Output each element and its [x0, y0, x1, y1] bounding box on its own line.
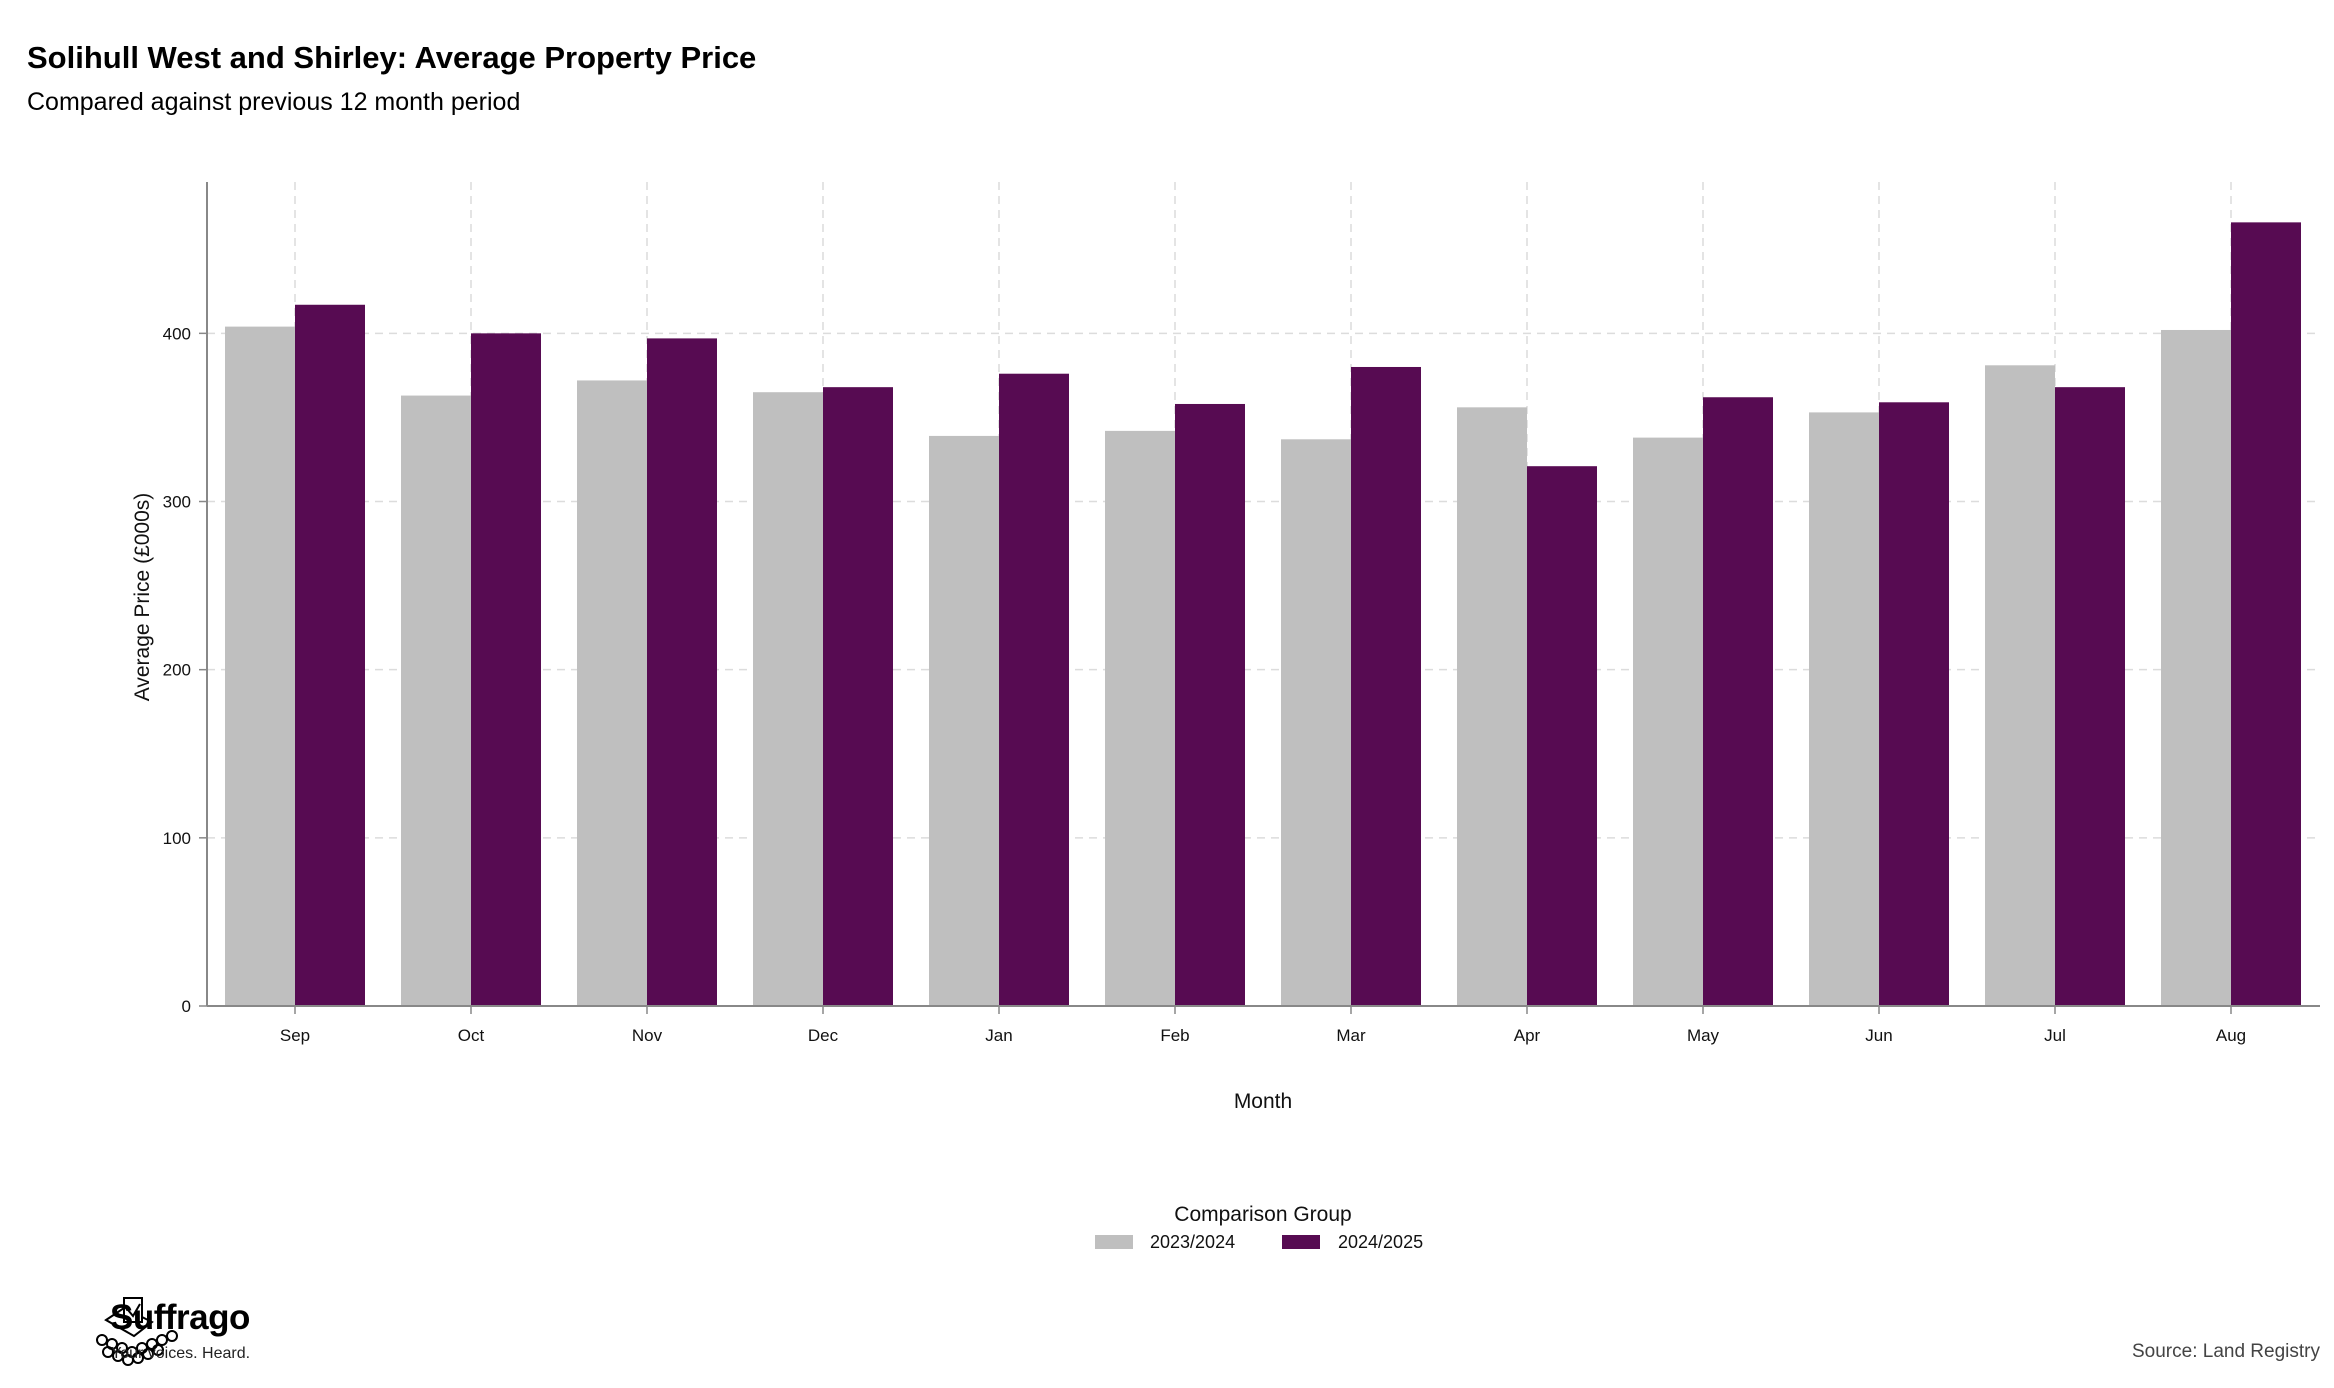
chart-title: Solihull West and Shirley: Average Prope… [27, 40, 757, 75]
x-axis-title: Month [1234, 1090, 1292, 1113]
legend-swatch-2024-2025 [1282, 1235, 1320, 1249]
label-layer: 0 100 200 300 400 Sep Oct Nov Dec Jan Feb Mar Apr May… [163, 324, 2247, 1045]
bar-2023-2024-nov [577, 380, 647, 1007]
bar-2024-2025-dec [823, 387, 893, 1006]
bar-2024-2025-apr [1527, 466, 1597, 1006]
y-tick-label: 200 [163, 661, 191, 680]
y-tick-label: 0 [182, 997, 191, 1016]
bar-2023-2024-mar [1281, 439, 1351, 1006]
bar-2024-2025-nov [647, 338, 717, 1006]
bar-2023-2024-feb [1105, 430, 1175, 1007]
bar-2024-2025-jan [999, 373, 1069, 1006]
y-tick-label: 400 [163, 324, 191, 343]
bar-layer [225, 222, 2301, 1007]
x-tick-label-oct: Oct [458, 1026, 485, 1045]
bar-2023-2024-dec [753, 392, 823, 1006]
bar-2024-2025-jun [1879, 402, 1949, 1006]
legend-title: Comparison Group [1174, 1203, 1351, 1226]
bar-2024-2025-mar [1351, 366, 1421, 1006]
source-note: Source: Land Registry [2132, 1341, 2320, 1362]
bar-2023-2024-oct [401, 395, 471, 1006]
bar-2024-2025-feb [1175, 403, 1245, 1006]
x-tick-label-jul: Jul [2044, 1026, 2066, 1045]
bar-2023-2024-may [1633, 437, 1703, 1006]
suffrago-logo-icon [96, 1297, 178, 1366]
bar-2023-2024-apr [1457, 407, 1527, 1007]
bar-2023-2024-jul [1985, 365, 2055, 1006]
y-tick-label: 100 [163, 829, 191, 848]
brand-tagline: Your voices. Heard. [111, 1345, 251, 1362]
legend-label-2023-2024: 2023/2024 [1150, 1232, 1235, 1252]
legend-swatch-2023-2024 [1095, 1235, 1133, 1249]
bar-2023-2024-sep [225, 326, 295, 1006]
bar-2024-2025-jul [2055, 387, 2125, 1006]
brand-name: Suffrago [110, 1298, 250, 1337]
x-tick-label-aug: Aug [2216, 1026, 2246, 1045]
chart-subtitle: Compared against previous 12 month perio… [27, 88, 521, 116]
x-tick-label-jan: Jan [985, 1026, 1012, 1045]
legend-label-2024-2025: 2024/2025 [1338, 1232, 1423, 1252]
x-tick-label-dec: Dec [808, 1026, 839, 1045]
y-tick-label: 300 [163, 493, 191, 512]
x-tick-label-nov: Nov [632, 1026, 663, 1045]
bar-2023-2024-jun [1809, 412, 1879, 1006]
x-tick-label-may: May [1687, 1026, 1720, 1045]
y-axis-title: Average Price (£000s) [131, 493, 154, 702]
axis-layer [199, 182, 2320, 1014]
bar-2024-2025-may [1703, 397, 1773, 1006]
bar-2023-2024-aug [2161, 329, 2231, 1007]
x-tick-label-sep: Sep [280, 1026, 310, 1045]
x-tick-label-jun: Jun [1865, 1026, 1892, 1045]
x-tick-label-feb: Feb [1160, 1026, 1189, 1045]
bar-2023-2024-jan [929, 435, 999, 1007]
x-tick-label-apr: Apr [1514, 1026, 1541, 1045]
bar-2024-2025-aug [2231, 222, 2301, 1006]
bar-2024-2025-oct [471, 333, 541, 1006]
x-tick-label-mar: Mar [1336, 1026, 1366, 1045]
bar-2024-2025-sep [295, 304, 365, 1007]
legend: Comparison Group 2023/2024 2024/2025 [1095, 1203, 1423, 1252]
